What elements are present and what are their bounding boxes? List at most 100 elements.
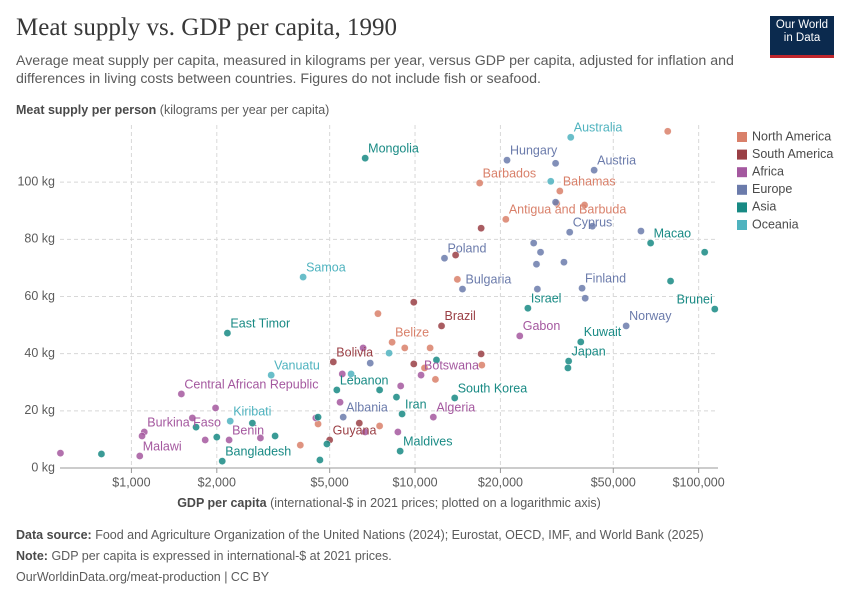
- point: [502, 215, 510, 224]
- point-label: Japan: [572, 344, 606, 358]
- point: [666, 277, 675, 285]
- point-label: Finland: [585, 272, 626, 286]
- point: [218, 457, 227, 465]
- legend-swatch: [737, 149, 747, 160]
- point: [314, 413, 322, 421]
- footer[interactable]: OurWorldinData.org/meat-production | CC …: [16, 570, 270, 584]
- point: [361, 428, 369, 436]
- chart-subtitle: Average meat supply per capita, measured…: [16, 53, 734, 87]
- x-tick-label: $2,000: [198, 475, 236, 489]
- point: [450, 394, 459, 402]
- y-axis-label-note: (kilograms per year per capita): [160, 103, 330, 117]
- point-label: Iran: [405, 397, 427, 411]
- x-tick-label: $10,000: [392, 475, 437, 489]
- y-tick-label: 20 kg: [24, 403, 55, 417]
- point: [663, 127, 672, 136]
- point: [211, 404, 220, 412]
- y-tick-label: 0 kg: [31, 460, 55, 474]
- point-label: Brazil: [445, 309, 476, 323]
- legend-swatch: [737, 202, 747, 213]
- point: [299, 273, 307, 281]
- legend-swatch: [737, 132, 747, 142]
- point: [392, 393, 401, 401]
- point: [646, 239, 655, 247]
- point-label: Australia: [574, 121, 623, 135]
- point: [361, 154, 369, 162]
- point-label: Mongolia: [368, 141, 419, 155]
- point: [551, 198, 560, 206]
- point: [431, 375, 440, 384]
- source: Data source: Food and Agriculture Organi…: [16, 528, 704, 542]
- x-tick-label: $100,000: [673, 475, 725, 489]
- point: [225, 436, 233, 444]
- point: [477, 350, 485, 358]
- point: [333, 386, 341, 394]
- point: [201, 436, 209, 444]
- point-label: Macao: [654, 226, 692, 240]
- point: [366, 359, 375, 367]
- point: [248, 419, 257, 427]
- legend-label: Africa: [752, 164, 784, 178]
- point-label: Barbados: [483, 166, 537, 180]
- point: [212, 433, 221, 441]
- point: [515, 332, 524, 340]
- legend-label: North America: [752, 129, 831, 143]
- point: [432, 356, 441, 364]
- logo[interactable]: Our World in Data: [770, 16, 834, 58]
- note-label: Note:: [16, 549, 48, 563]
- point: [580, 201, 589, 209]
- point: [355, 419, 364, 427]
- point: [622, 322, 630, 330]
- point-label: Central African Republic: [184, 377, 318, 391]
- point-label: Albania: [346, 400, 388, 414]
- point: [551, 159, 560, 168]
- point: [711, 305, 719, 313]
- point: [637, 227, 645, 235]
- x-tick-label: $5,000: [311, 475, 349, 489]
- point: [374, 309, 382, 318]
- point: [375, 422, 384, 430]
- point-label: Gabon: [523, 319, 561, 333]
- y-tick-label: 40 kg: [24, 346, 55, 360]
- point: [177, 390, 186, 398]
- point: [560, 258, 568, 267]
- point: [398, 410, 406, 418]
- point: [339, 413, 347, 421]
- y-tick-label: 60 kg: [24, 289, 55, 303]
- point: [477, 224, 485, 232]
- point-label: Samoa: [306, 260, 346, 274]
- x-axis-label: GDP per capita (international-$ in 2021 …: [177, 496, 601, 510]
- point: [394, 428, 402, 436]
- point: [532, 260, 541, 269]
- point: [56, 449, 65, 457]
- point: [97, 450, 106, 458]
- point: [323, 440, 331, 448]
- point-label: Austria: [597, 153, 636, 167]
- point: [188, 414, 197, 422]
- point: [316, 456, 324, 464]
- point: [375, 386, 384, 394]
- point: [410, 360, 418, 368]
- legend-swatch: [737, 184, 747, 195]
- point: [417, 371, 425, 379]
- point: [453, 275, 462, 284]
- point: [336, 398, 344, 407]
- point: [578, 284, 586, 293]
- point-label: Bangladesh: [225, 444, 291, 458]
- y-tick-label: 100 kg: [17, 174, 55, 188]
- point-label: Bolivia: [336, 345, 373, 359]
- point: [396, 447, 404, 455]
- point: [700, 248, 709, 256]
- source-text: Food and Agriculture Organization of the…: [95, 528, 704, 542]
- point: [223, 329, 232, 337]
- x-tick-label: $50,000: [591, 475, 636, 489]
- x-tick-label: $20,000: [478, 475, 523, 489]
- point-label: Poland: [447, 241, 486, 255]
- point-label: Bulgaria: [465, 272, 511, 286]
- point: [437, 322, 446, 330]
- point-label: Cyprus: [573, 215, 613, 229]
- point: [410, 298, 418, 307]
- point-label: Malawi: [143, 439, 182, 453]
- point: [565, 228, 574, 236]
